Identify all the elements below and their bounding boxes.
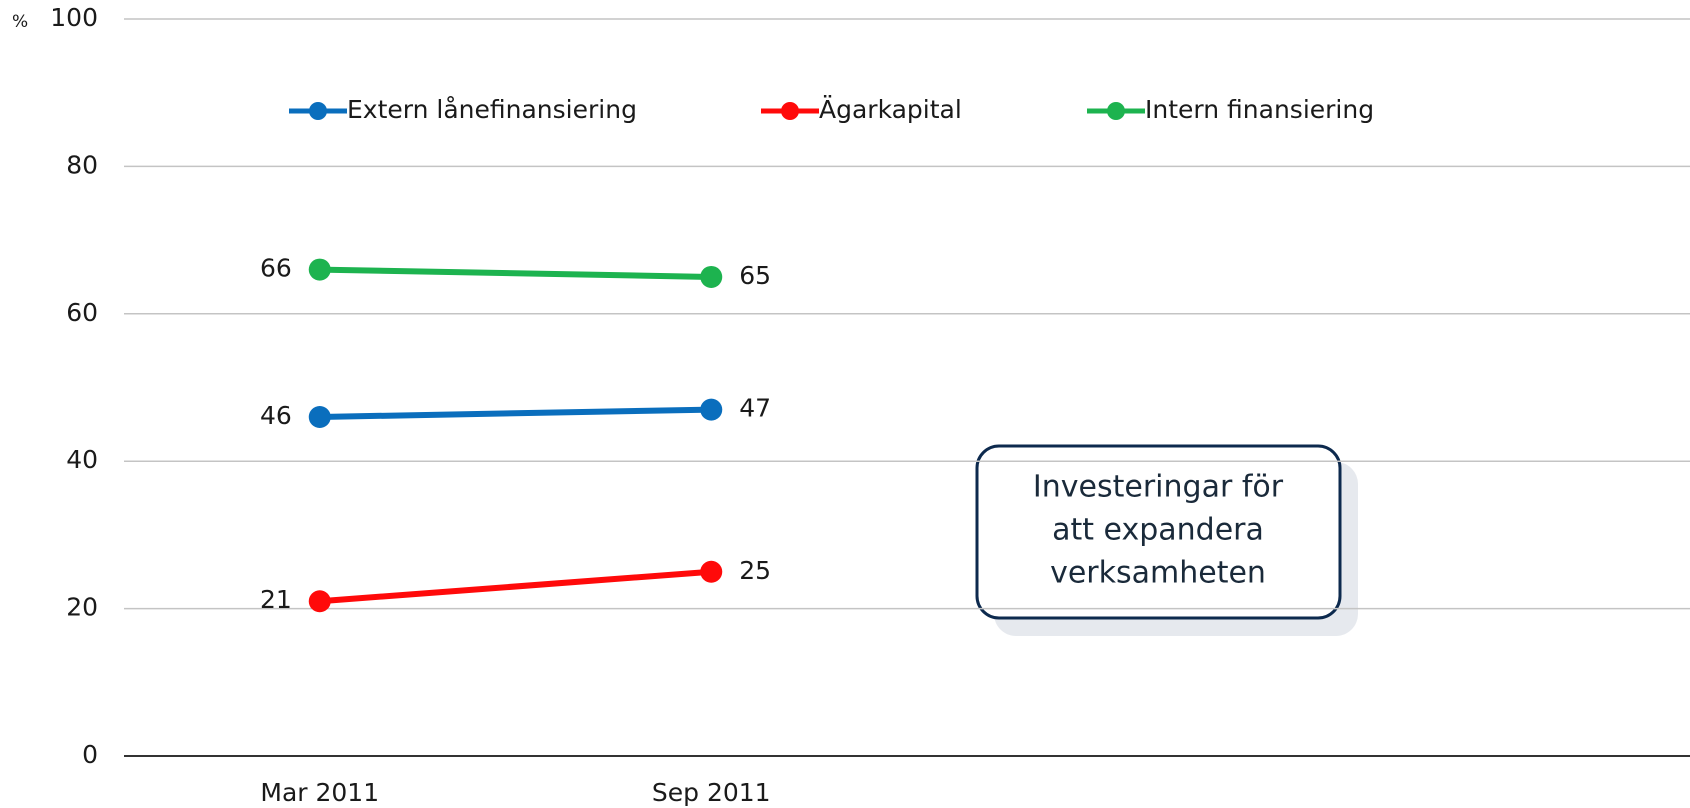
point (308, 258, 331, 281)
point (700, 265, 723, 288)
point (308, 405, 331, 428)
point (308, 590, 331, 613)
y-axis-label: % (12, 12, 28, 32)
data-label: 25 (739, 556, 771, 585)
data-label: 65 (739, 261, 771, 290)
y-tick-label: 80 (66, 150, 98, 179)
series-line (319, 266, 712, 280)
y-tick-label: 60 (66, 298, 98, 327)
point (700, 560, 723, 583)
legend-marker (309, 102, 327, 120)
annotation-box (975, 444, 1342, 620)
y-tick-label: 0 (82, 740, 98, 769)
data-label: 46 (260, 401, 292, 430)
x-tick-label: Mar 2011 (260, 778, 379, 807)
annotation-text: Investeringar för (1033, 470, 1284, 505)
y-tick-label: 100 (50, 3, 98, 32)
legend-label: Extern lånefinansiering (347, 95, 637, 124)
data-label: 47 (739, 394, 771, 423)
legend-marker (1107, 102, 1125, 120)
x-tick-label: Sep 2011 (652, 778, 771, 807)
annotation-text: verksamheten (1050, 556, 1266, 591)
series-line (319, 568, 712, 605)
data-label: 21 (260, 585, 292, 614)
series-line (319, 406, 712, 420)
data-label: 66 (260, 254, 292, 283)
y-tick-label: 20 (66, 593, 98, 622)
legend-label: Intern finansiering (1145, 95, 1374, 124)
legend-label: Ägarkapital (819, 95, 962, 124)
point (700, 398, 723, 421)
legend-marker (781, 102, 799, 120)
y-tick-label: 40 (66, 445, 98, 474)
annotation-text: att expandera (1052, 513, 1264, 548)
